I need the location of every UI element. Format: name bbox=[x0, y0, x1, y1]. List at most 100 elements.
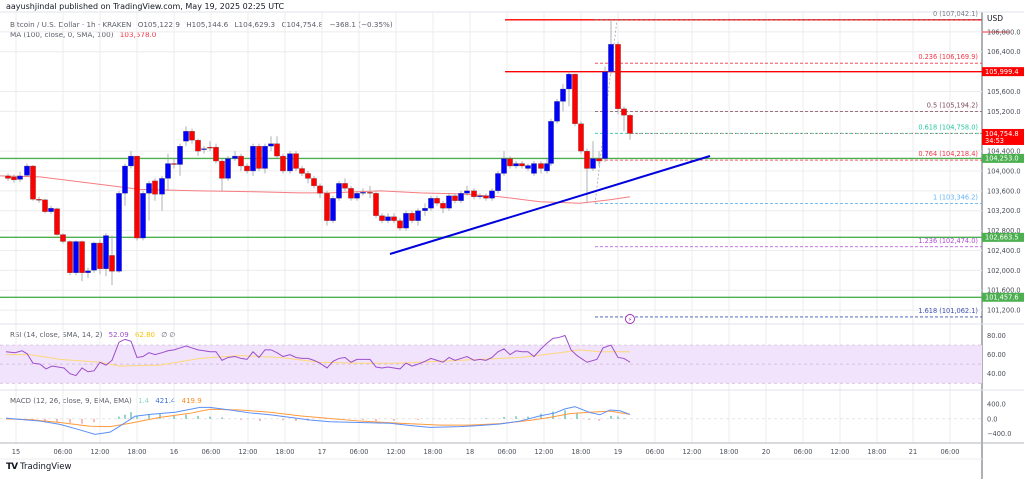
x-tick-label: 12:00 bbox=[534, 448, 553, 456]
candle-body bbox=[256, 145, 262, 169]
price-tag bbox=[982, 153, 1024, 163]
candle-body bbox=[42, 199, 48, 212]
candle-body bbox=[268, 143, 274, 147]
candle-body bbox=[464, 190, 470, 194]
candle-body bbox=[250, 145, 256, 172]
candle-body bbox=[531, 163, 537, 174]
x-tick-label: 12:00 bbox=[386, 448, 405, 456]
candle-body bbox=[146, 183, 152, 194]
candle-body bbox=[287, 153, 293, 172]
candle-body bbox=[5, 175, 11, 179]
macd-value: 421.4 bbox=[155, 397, 176, 405]
candle-body bbox=[538, 163, 544, 169]
x-tick-label: 06:00 bbox=[940, 448, 959, 456]
candle-body bbox=[615, 44, 621, 110]
y-tick-label: 102,800.0 bbox=[987, 227, 1021, 235]
price-tag bbox=[982, 232, 1024, 242]
ohlc-high: H105,144.6 bbox=[186, 20, 229, 29]
candles bbox=[5, 19, 633, 286]
candle-body bbox=[584, 150, 590, 169]
fib-level-label: 1.618 (101,062.1) bbox=[918, 307, 978, 315]
candle-body bbox=[299, 168, 305, 174]
candle-body bbox=[103, 235, 109, 269]
fib-level-label: 1 (103,346.2) bbox=[933, 193, 978, 201]
support-trendline bbox=[389, 155, 711, 255]
candle-body bbox=[452, 195, 458, 201]
fib-level-label: 0.5 (105,194.2) bbox=[927, 102, 978, 110]
ma-label[interactable]: MA (100, close, 0, SMA, 100) bbox=[10, 30, 114, 39]
candle-body bbox=[471, 190, 477, 197]
countdown-label: 34:53 bbox=[985, 137, 1004, 145]
rsi-tick-label: 80.00 bbox=[987, 332, 1006, 340]
x-tick-label: 18:00 bbox=[423, 448, 442, 456]
fib-level-label: 0.618 (104,758.0) bbox=[918, 123, 978, 131]
x-tick-label: 06:00 bbox=[201, 448, 220, 456]
candle-body bbox=[293, 153, 299, 169]
tradingview-brand[interactable]: TV TradingView bbox=[6, 462, 71, 472]
y-tick-label: 104,400.0 bbox=[987, 148, 1021, 156]
x-tick-label: 18:00 bbox=[571, 448, 590, 456]
x-tick-label: 21 bbox=[909, 448, 917, 456]
candle-body bbox=[73, 241, 79, 273]
candle-body bbox=[428, 198, 434, 209]
candle-body bbox=[572, 73, 578, 124]
ohlc-low: L104,629.3 bbox=[234, 20, 276, 29]
symbol-title[interactable]: Bitcoin / U.S. Dollar · 1h · KRAKEN bbox=[10, 20, 132, 29]
fib-level-label: 0 (107,042.1) bbox=[933, 10, 978, 18]
currency-label[interactable]: USD bbox=[987, 14, 1004, 23]
candle-body bbox=[24, 165, 30, 176]
candle-body bbox=[213, 146, 219, 162]
candle-body bbox=[219, 160, 225, 179]
y-tick-label: 104,000.0 bbox=[987, 167, 1021, 175]
candle-body bbox=[483, 195, 489, 199]
fib-level-label: 0.764 (104,218.4) bbox=[918, 150, 978, 158]
y-tick-label: 105,200.0 bbox=[987, 108, 1021, 116]
candle-body bbox=[409, 213, 415, 221]
candle-body bbox=[159, 178, 165, 195]
rsi-extra: ∅ ∅ bbox=[161, 331, 176, 339]
candle-body bbox=[403, 213, 409, 229]
candle-body bbox=[354, 193, 360, 199]
candle-body bbox=[91, 242, 97, 271]
candle-body bbox=[183, 131, 189, 142]
candle-body bbox=[342, 183, 348, 189]
price-change: −368.1 (−0.35%) bbox=[329, 20, 393, 29]
candle-body bbox=[621, 108, 627, 116]
candle-body bbox=[171, 163, 177, 165]
candle-body bbox=[548, 121, 554, 164]
rsi-label[interactable]: RSI (14, close, SMA, 14, 2) bbox=[10, 331, 103, 339]
macd-tick-label: −400.0 bbox=[987, 430, 1011, 438]
x-tick-label: 16 bbox=[170, 448, 178, 456]
macd-label[interactable]: MACD (12, 26, close, 9, EMA, EMA) bbox=[10, 397, 132, 405]
candle-body bbox=[67, 241, 73, 273]
candle-body bbox=[360, 192, 366, 194]
candle-body bbox=[36, 199, 42, 201]
candle-body bbox=[525, 165, 531, 169]
price-tag-label: 105,999.4 bbox=[985, 68, 1019, 76]
candle-body bbox=[336, 183, 342, 199]
candle-body bbox=[280, 155, 286, 172]
candle-body bbox=[544, 163, 550, 172]
y-tick-label: 103,200.0 bbox=[987, 207, 1021, 215]
rsi-tick-label: 40.00 bbox=[987, 370, 1006, 378]
candle-body bbox=[274, 143, 280, 157]
candle-body bbox=[440, 203, 446, 209]
brand-name: TradingView bbox=[20, 462, 72, 472]
candle-body bbox=[434, 198, 440, 204]
macd-tick-label: 400.0 bbox=[987, 401, 1006, 409]
candle-body bbox=[225, 158, 231, 179]
y-tick-label: 106,800.0 bbox=[987, 28, 1021, 36]
candle-body bbox=[30, 165, 36, 200]
candle-body bbox=[391, 216, 397, 221]
publisher-line: aayushjindal published on TradingView.co… bbox=[6, 2, 285, 11]
candle-body bbox=[116, 193, 122, 272]
price-tag bbox=[982, 67, 1024, 77]
macd-hist-value: 1.4 bbox=[137, 397, 150, 405]
y-tick-label: 103,600.0 bbox=[987, 187, 1021, 195]
x-tick-label: 12:00 bbox=[238, 448, 257, 456]
candle-body bbox=[311, 178, 317, 187]
ma100-line bbox=[0, 175, 631, 204]
x-tick-label: 12:00 bbox=[90, 448, 109, 456]
x-tick-label: 12:00 bbox=[830, 448, 849, 456]
